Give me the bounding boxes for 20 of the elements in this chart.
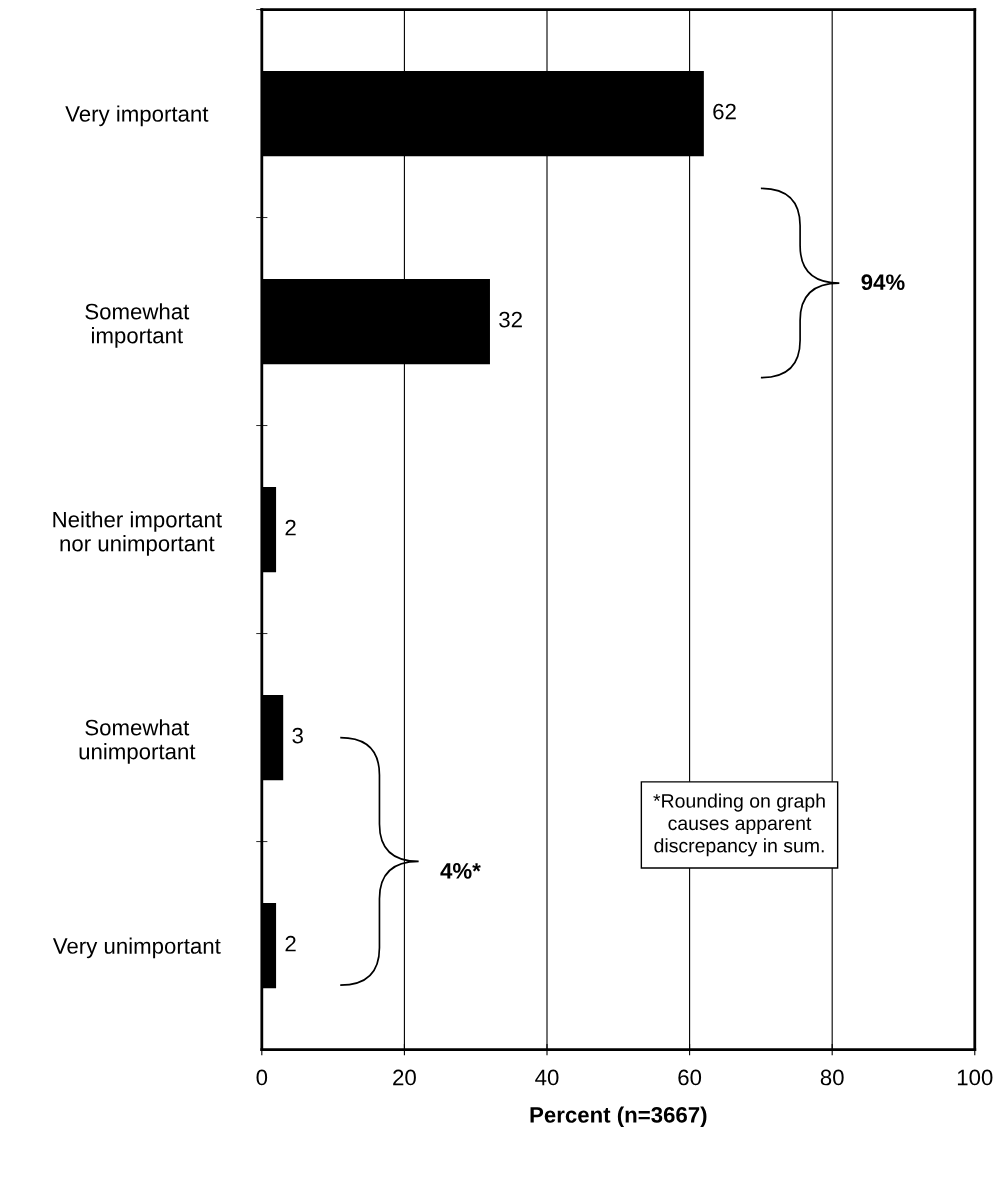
y-tick-label: Very important	[65, 105, 209, 127]
data-label: 62	[713, 103, 736, 120]
x-tick-label: 0	[256, 1069, 268, 1086]
x-tick-label: 60	[678, 1069, 702, 1086]
x-tick-label: 20	[393, 1069, 416, 1086]
x-axis-title: Percent (n=3667)	[530, 1106, 707, 1128]
y-tick-label: Very unimportant	[52, 937, 221, 959]
data-label: 32	[499, 311, 522, 328]
y-tick-label: Somewhat important	[85, 303, 190, 348]
y-tick-label: Neither important nor unimportant	[53, 511, 222, 556]
data-label: 2	[285, 519, 296, 536]
x-tick-label: 80	[820, 1069, 844, 1086]
data-label: 3	[292, 727, 303, 744]
annotation: 94%	[861, 274, 905, 291]
y-tick-label: Somewhat unimportant	[79, 719, 196, 764]
x-tick-label: 100	[957, 1069, 993, 1086]
annotation: 4%*	[440, 863, 481, 879]
x-tick-label: 40	[535, 1069, 559, 1086]
annotation: *Rounding on graph causes apparent discrepancy in sum.	[653, 793, 825, 857]
data-label: 2	[285, 935, 296, 952]
